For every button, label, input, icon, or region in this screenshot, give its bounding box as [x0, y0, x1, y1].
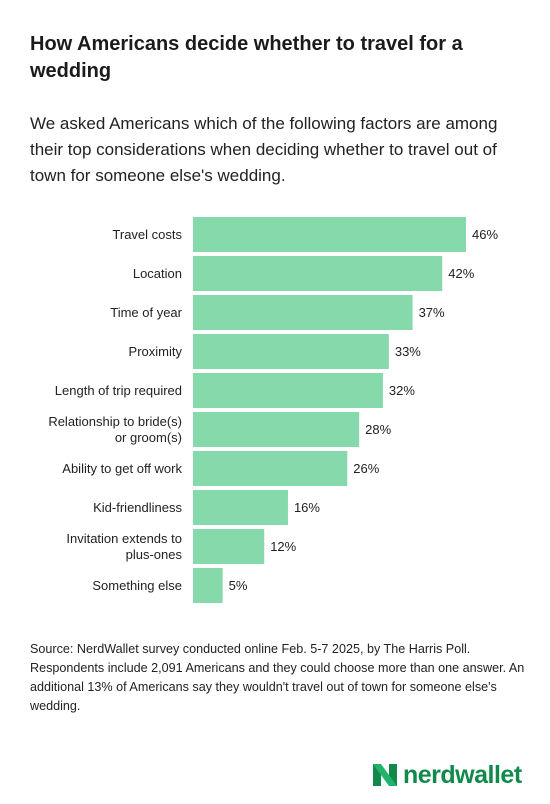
bar: [193, 451, 348, 486]
category-label: Length of trip required: [55, 383, 182, 398]
bar: [193, 412, 360, 447]
bar: [193, 295, 413, 330]
category-label: Location: [133, 266, 182, 281]
bar-chart: 46% Travel costs 42% Location 37% Time of yea…: [48, 217, 498, 603]
chart-title: How Americans decide whether to travel f…: [30, 33, 463, 82]
source-note: Source: NerdWallet survey conducted onli…: [30, 642, 525, 713]
category-label: Something else: [92, 578, 182, 593]
category-label: Relationship to bride(s) or groom(s): [48, 414, 182, 445]
category-label: Ability to get off work: [62, 461, 182, 476]
bar: [193, 568, 223, 603]
bar-value-label: 42%: [448, 266, 474, 281]
category-label: Kid-friendliness: [93, 500, 182, 515]
category-label: Time of year: [110, 305, 182, 320]
chart-subtitle: We asked Americans which of the followin…: [30, 114, 498, 185]
bar-value-label: 5%: [229, 578, 248, 593]
bar: [193, 373, 383, 408]
nerdwallet-logo-icon: [373, 764, 397, 786]
bar-value-label: 33%: [395, 344, 421, 359]
bar: [193, 256, 443, 291]
bar-value-label: 26%: [353, 461, 379, 476]
bar: [193, 217, 466, 252]
bar-value-label: 28%: [365, 422, 391, 437]
nerdwallet-logo[interactable]: nerdwallet: [372, 760, 522, 790]
category-label: Proximity: [129, 344, 183, 359]
bar: [193, 490, 288, 525]
bar-value-label: 16%: [294, 500, 320, 515]
bar: [193, 529, 265, 564]
bar-value-label: 12%: [270, 539, 296, 554]
bar-value-label: 32%: [389, 383, 415, 398]
bar: [193, 334, 389, 369]
bar-value-label: 46%: [472, 227, 498, 242]
bar-value-label: 37%: [419, 305, 445, 320]
nerdwallet-wordmark: nerdwallet: [403, 761, 522, 789]
category-label: Travel costs: [112, 227, 182, 242]
category-label: Invitation extends to plus-ones: [66, 531, 182, 562]
